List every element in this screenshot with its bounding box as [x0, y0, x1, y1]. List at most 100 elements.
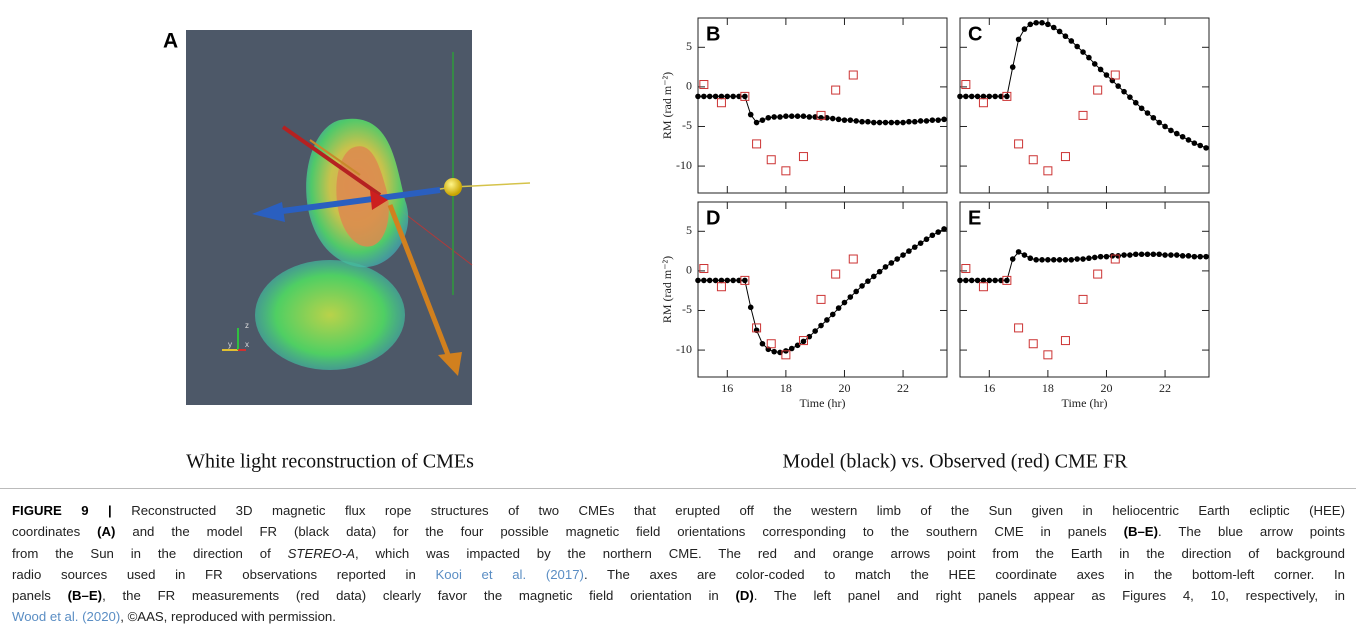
- model-point: [1179, 253, 1186, 259]
- model-point: [759, 117, 766, 123]
- x-tick-label: 22: [897, 381, 909, 395]
- observed-point: [1060, 152, 1070, 162]
- model-point: [882, 119, 889, 126]
- model-point: [1015, 249, 1022, 255]
- model-point: [695, 93, 701, 100]
- observed-point: [716, 98, 726, 108]
- model-point: [859, 283, 865, 289]
- model-point: [992, 277, 998, 284]
- model-point: [1197, 142, 1204, 149]
- model-point: [847, 294, 854, 300]
- model-point: [876, 119, 883, 126]
- model-point: [742, 277, 748, 284]
- reference-link[interactable]: Kooi et al. (2017): [435, 566, 584, 582]
- blue-arrow: [274, 187, 441, 215]
- caption-text: . The axes are color-coded to match the …: [583, 566, 1346, 582]
- model-point: [1091, 254, 1098, 261]
- model-point: [1086, 255, 1092, 262]
- model-point: [980, 277, 987, 284]
- panel-label: E: [968, 207, 981, 229]
- model-point: [829, 311, 836, 318]
- figure: z y x A White light reconstruction of CM…: [163, 17, 1210, 473]
- caption-text: and the model FR (black data) for the fo…: [115, 524, 1124, 540]
- caption-text: (D): [735, 588, 754, 604]
- model-point: [747, 111, 754, 118]
- model-point: [1004, 277, 1010, 284]
- chart: 5 0 -5 -10 RM (rad m⁻²) B: [660, 17, 948, 194]
- model-point: [1021, 252, 1028, 258]
- model-point: [812, 328, 818, 334]
- observed-point: [848, 254, 858, 264]
- model-point: [1191, 140, 1198, 146]
- model-point: [1056, 28, 1063, 35]
- model-point: [1203, 253, 1209, 260]
- caption-text: (B–E): [67, 588, 103, 604]
- model-point: [1086, 54, 1092, 61]
- model-point: [1115, 83, 1121, 89]
- model-point: [900, 252, 906, 258]
- model-point: [911, 118, 918, 125]
- x-tick-label: 22: [1159, 381, 1171, 395]
- caption-text: Reconstructed 3D magnetic flux rope stru…: [111, 503, 1345, 518]
- x-tick-label: 20: [1100, 381, 1112, 395]
- observed-point: [798, 152, 808, 162]
- y-tick-label: -10: [676, 342, 692, 356]
- y-tick-label: 0: [686, 263, 692, 277]
- model-point: [706, 277, 713, 284]
- model-point: [968, 93, 975, 100]
- model-point: [894, 256, 900, 262]
- observed-point: [1060, 336, 1070, 346]
- panel-label: C: [968, 23, 982, 45]
- sun: [444, 178, 462, 196]
- panel-label: D: [706, 207, 720, 229]
- model-point: [986, 277, 993, 284]
- caption-text: . The left panel and right panels appear…: [753, 588, 1345, 604]
- model-point: [806, 114, 813, 120]
- triad-label: z: [245, 321, 249, 330]
- caption-line: Wood et al. (2020), ©AAS, reproduced wit…: [12, 606, 1345, 627]
- model-point: [923, 118, 930, 124]
- model-point: [888, 260, 895, 266]
- model-point: [800, 338, 807, 345]
- model-point: [1127, 252, 1133, 258]
- caption-text: FIGURE 9 |: [12, 503, 112, 518]
- model-point: [718, 277, 725, 284]
- x-tick-label: 16: [721, 381, 733, 395]
- x-tick-label: 18: [780, 381, 792, 395]
- model-point: [1168, 252, 1174, 258]
- observed-point: [1002, 91, 1012, 101]
- model-point: [1091, 61, 1098, 67]
- observed-point: [816, 294, 826, 304]
- model-point: [1127, 94, 1133, 100]
- model-point: [1056, 257, 1063, 263]
- model-point: [963, 277, 969, 284]
- model-point: [1068, 257, 1075, 263]
- model-point: [1156, 119, 1162, 126]
- model-point: [870, 273, 877, 280]
- model-point: [788, 113, 795, 119]
- model-point: [701, 277, 707, 284]
- model-point: [800, 113, 807, 119]
- model-point: [783, 113, 789, 119]
- model-point: [957, 277, 963, 284]
- observed-point: [740, 275, 750, 285]
- model-point: [1162, 123, 1168, 130]
- panel-label: B: [706, 23, 720, 45]
- model-point: [765, 114, 772, 121]
- model-point: [1045, 257, 1051, 263]
- reference-link[interactable]: Wood et al. (2020): [12, 609, 121, 625]
- observed-point: [1078, 110, 1088, 120]
- model-point: [841, 117, 848, 123]
- observed-point: [1002, 275, 1012, 285]
- model-point: [853, 118, 859, 124]
- model-point: [1121, 252, 1127, 258]
- caption-text: panels: [12, 588, 68, 604]
- model-point: [794, 113, 801, 119]
- model-point: [888, 119, 895, 126]
- model-point: [1138, 251, 1145, 258]
- observed-point: [781, 350, 791, 360]
- x-tick-label: 18: [1042, 381, 1054, 395]
- model-point: [1027, 21, 1034, 28]
- model-point: [753, 119, 760, 126]
- model-point: [935, 117, 942, 123]
